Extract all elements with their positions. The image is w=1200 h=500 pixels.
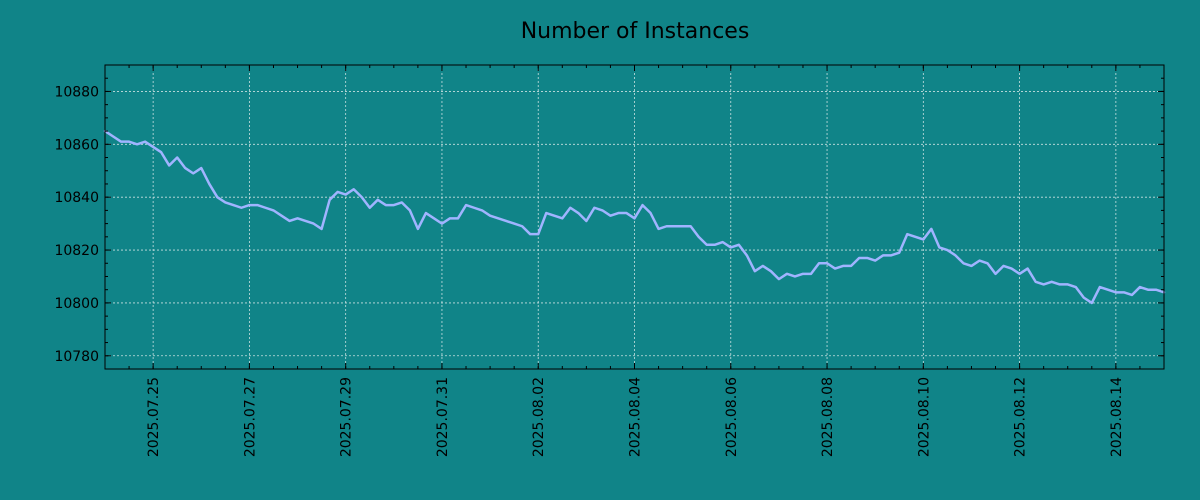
series-layer <box>103 129 1166 305</box>
series-line <box>103 129 1166 305</box>
ticks: 10780 10800 10820 10840 10860 10880 2025.07.25… <box>54 64 1165 457</box>
x-tick-label: 2025.08.08 <box>820 377 836 457</box>
y-tick-label: 10800 <box>54 296 99 312</box>
grid <box>105 65 1164 369</box>
x-tick-label: 2025.08.10 <box>916 377 932 457</box>
y-tick-label: 10820 <box>54 243 99 259</box>
x-tick-label: 2025.08.04 <box>628 377 644 457</box>
x-tick-label: 2025.07.27 <box>242 377 258 457</box>
x-tick-label: 2025.07.29 <box>339 377 355 457</box>
chart-title: Number of Instances <box>521 19 750 44</box>
y-tick-label: 10860 <box>54 137 99 153</box>
x-tick-label: 2025.08.12 <box>1013 377 1029 457</box>
x-tick-label: 2025.08.14 <box>1109 377 1125 457</box>
y-tick-label: 10840 <box>54 190 99 206</box>
x-tick-label: 2025.07.31 <box>435 377 451 457</box>
y-tick-label: 10880 <box>54 84 99 100</box>
y-tick-label: 10780 <box>54 349 99 365</box>
x-tick-label: 2025.07.25 <box>146 377 162 457</box>
x-tick-label: 2025.08.02 <box>531 377 547 457</box>
x-tick-label: 2025.08.06 <box>724 377 740 457</box>
